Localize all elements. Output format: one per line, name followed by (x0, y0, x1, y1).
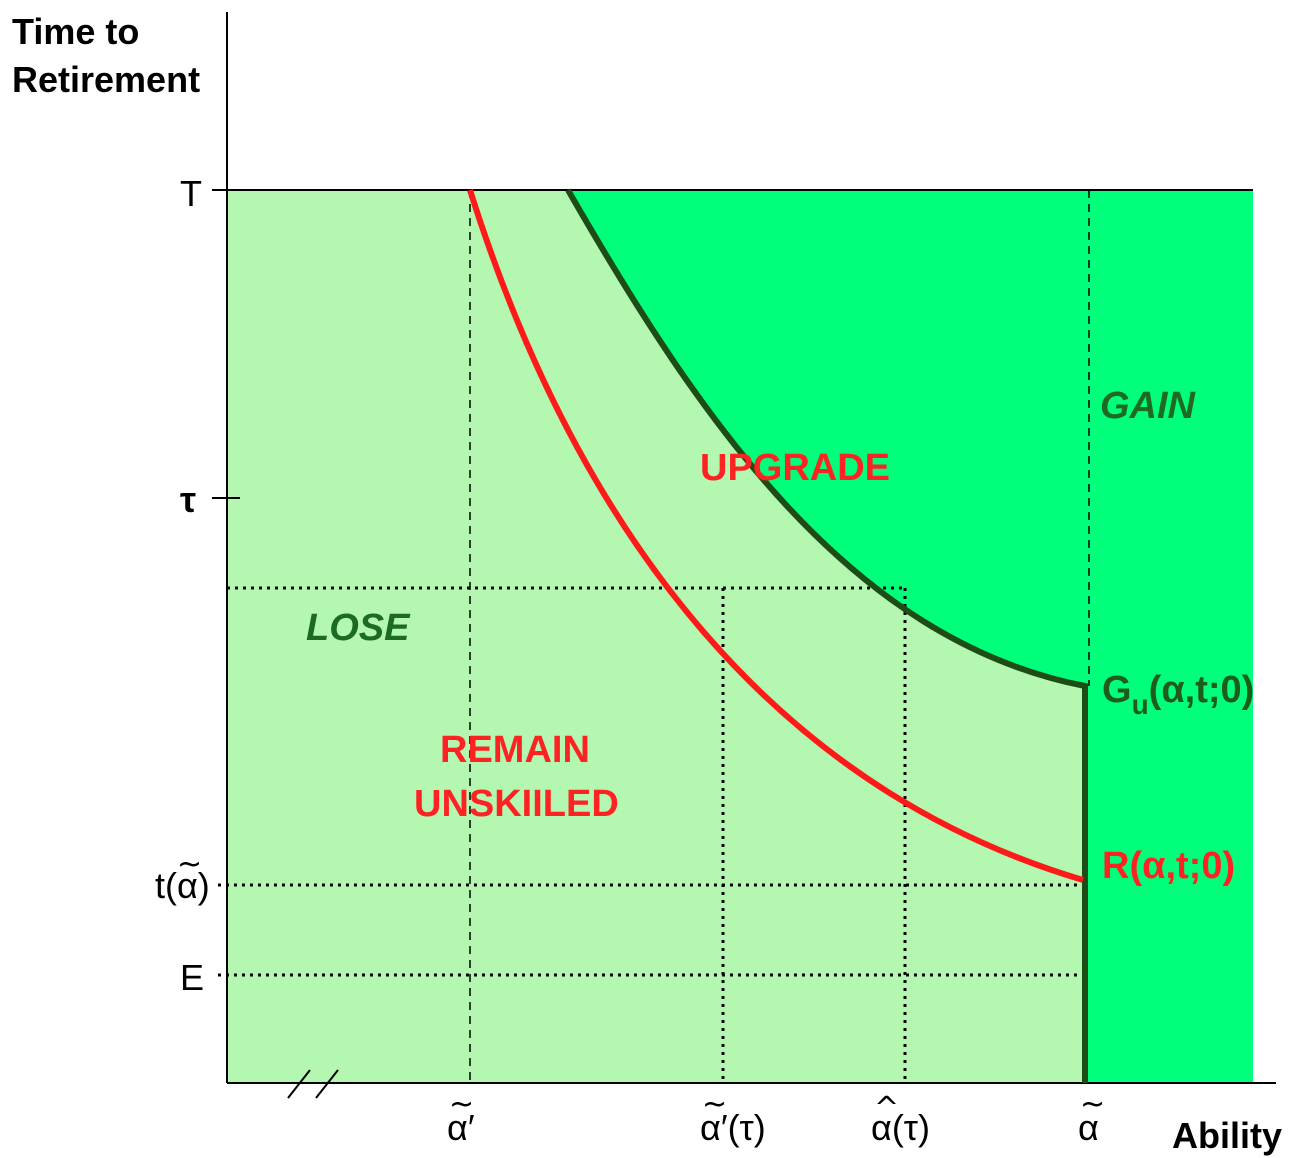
region-label-upgrade: UPGRADE (700, 447, 890, 489)
y-tick-label-t-alpha-tilde: t(α) (155, 865, 210, 906)
x-tick-label-alpha-tilde-prime: α′ (447, 1107, 475, 1148)
tilde-accent-alpha: ~ (1080, 1087, 1105, 1122)
hat-accent-alpha-tau: ^ (874, 1091, 899, 1126)
x-tick-label-alpha-hat-tau: α(τ) (871, 1107, 930, 1148)
curve-label-r: R(α,t;0) (1102, 845, 1235, 887)
region-label-remain: REMAIN (440, 729, 590, 771)
x-tick-label-alpha-tilde: α (1078, 1107, 1099, 1148)
tilde-accent-t-alpha: ~ (177, 847, 202, 882)
r-curve (467, 189, 1084, 883)
tilde-accent-alpha-prime: ~ (449, 1087, 474, 1122)
y-tick-label-E: E (180, 957, 204, 998)
region-label-unskilled: UNSKIILED (414, 783, 619, 825)
region-label-lose: LOSE (306, 607, 411, 649)
axis-break-mark-1 (287, 1069, 311, 1099)
x-axis-title: Ability (1172, 1115, 1282, 1156)
tilde-accent-alpha-prime-tau: ~ (702, 1087, 727, 1122)
gain-region-fill (568, 190, 1253, 1083)
y-axis-title-line1: Time to (12, 11, 139, 52)
y-tick-label-T: T (180, 173, 202, 214)
curve-label-g-u: Gu(α,t;0) (1102, 669, 1254, 720)
y-tick-label-tau: τ (180, 479, 196, 520)
g-u-curve (565, 188, 1088, 1083)
region-label-gain: GAIN (1100, 385, 1197, 427)
axis-break-mark-2 (315, 1069, 339, 1099)
y-axis-title-line2: Retirement (12, 59, 200, 100)
x-tick-label-alpha-tilde-prime-tau: α′(τ) (700, 1107, 766, 1148)
